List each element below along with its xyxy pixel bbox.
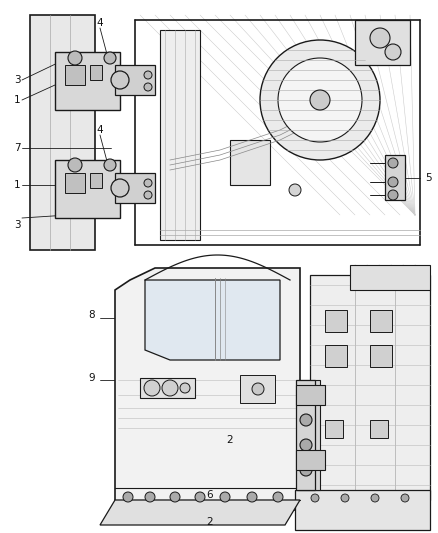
Polygon shape	[295, 490, 430, 530]
Circle shape	[170, 492, 180, 502]
Circle shape	[388, 158, 398, 168]
Polygon shape	[115, 268, 300, 510]
Polygon shape	[296, 380, 315, 490]
Circle shape	[311, 494, 319, 502]
Polygon shape	[55, 160, 120, 218]
Polygon shape	[160, 30, 200, 240]
Circle shape	[300, 389, 312, 401]
Circle shape	[401, 494, 409, 502]
Text: 5: 5	[425, 173, 431, 183]
Polygon shape	[230, 140, 270, 185]
Circle shape	[388, 177, 398, 187]
Circle shape	[388, 190, 398, 200]
Circle shape	[370, 28, 390, 48]
Polygon shape	[290, 265, 438, 530]
Bar	[325, 345, 347, 367]
Text: 2: 2	[207, 517, 213, 527]
Circle shape	[111, 179, 129, 197]
Bar	[140, 378, 195, 398]
Circle shape	[144, 380, 160, 396]
Polygon shape	[350, 265, 430, 290]
Bar	[90, 65, 102, 80]
Circle shape	[145, 492, 155, 502]
Text: 4: 4	[97, 18, 103, 28]
Circle shape	[162, 380, 178, 396]
Text: 1: 1	[14, 95, 20, 105]
Circle shape	[123, 492, 133, 502]
Polygon shape	[100, 500, 300, 525]
Polygon shape	[310, 275, 430, 500]
Circle shape	[304, 450, 314, 460]
Circle shape	[273, 492, 283, 502]
Bar	[0, 0, 438, 260]
Circle shape	[144, 83, 152, 91]
Text: 6: 6	[207, 490, 213, 500]
Circle shape	[260, 40, 380, 160]
Polygon shape	[135, 15, 420, 245]
Circle shape	[304, 430, 314, 440]
Circle shape	[304, 390, 314, 400]
Polygon shape	[115, 65, 155, 95]
Bar	[325, 310, 347, 332]
Polygon shape	[355, 20, 410, 65]
Polygon shape	[296, 385, 325, 405]
Circle shape	[371, 494, 379, 502]
Circle shape	[180, 383, 190, 393]
Circle shape	[341, 494, 349, 502]
Text: 3: 3	[14, 75, 20, 85]
Circle shape	[247, 492, 257, 502]
Text: 8: 8	[88, 310, 95, 320]
Bar	[90, 173, 102, 188]
Circle shape	[104, 52, 116, 64]
Circle shape	[304, 470, 314, 480]
Bar	[65, 65, 85, 85]
Circle shape	[304, 410, 314, 420]
Circle shape	[220, 492, 230, 502]
Bar	[370, 345, 392, 367]
Polygon shape	[30, 15, 95, 250]
Polygon shape	[296, 450, 325, 470]
Text: 3: 3	[14, 220, 20, 230]
Text: 9: 9	[88, 373, 95, 383]
Text: 4: 4	[97, 125, 103, 135]
Circle shape	[289, 184, 301, 196]
Circle shape	[144, 179, 152, 187]
Bar	[325, 420, 343, 438]
Text: 7: 7	[14, 143, 20, 153]
Circle shape	[195, 492, 205, 502]
Text: 2: 2	[227, 435, 233, 445]
Circle shape	[111, 71, 129, 89]
Circle shape	[300, 464, 312, 476]
Polygon shape	[298, 380, 320, 490]
Bar	[65, 173, 85, 193]
Circle shape	[278, 58, 362, 142]
Circle shape	[68, 158, 82, 172]
Polygon shape	[145, 280, 280, 360]
Circle shape	[68, 51, 82, 65]
Bar	[370, 420, 388, 438]
Bar	[240, 375, 275, 403]
Polygon shape	[115, 173, 155, 203]
Circle shape	[144, 191, 152, 199]
Circle shape	[252, 383, 264, 395]
Bar	[0, 260, 438, 533]
Circle shape	[310, 90, 330, 110]
Polygon shape	[55, 52, 120, 110]
Circle shape	[144, 71, 152, 79]
Polygon shape	[385, 155, 405, 200]
Bar	[370, 310, 392, 332]
Circle shape	[104, 159, 116, 171]
Circle shape	[300, 414, 312, 426]
Circle shape	[300, 439, 312, 451]
Text: 1: 1	[14, 180, 20, 190]
Circle shape	[385, 44, 401, 60]
